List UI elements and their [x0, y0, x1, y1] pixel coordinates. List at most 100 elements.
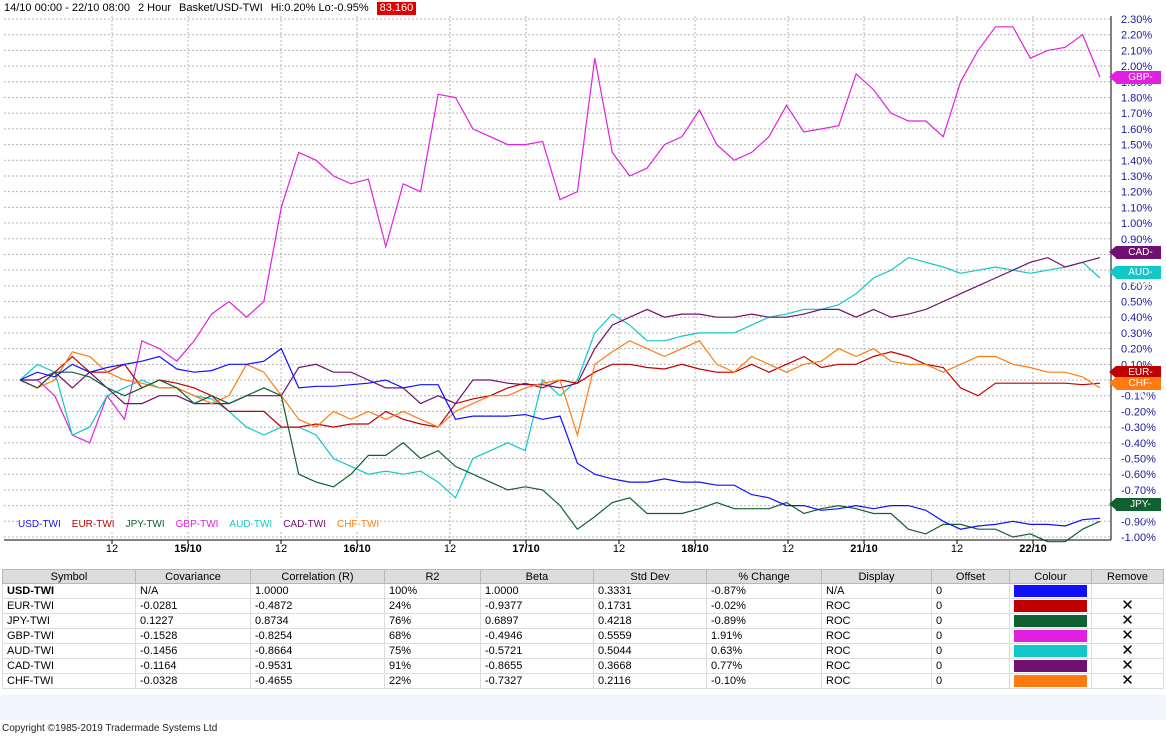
- cell-display[interactable]: ROC: [821, 613, 932, 629]
- col-std-dev[interactable]: Std Dev: [593, 569, 707, 584]
- chart-grid: [4, 16, 1111, 540]
- colour-swatch[interactable]: [1014, 630, 1087, 642]
- col-remove[interactable]: Remove: [1091, 569, 1164, 584]
- col-offset[interactable]: Offset: [931, 569, 1010, 584]
- correlation-table: Symbol Covariance Correlation (R) R2 Bet…: [2, 569, 1164, 689]
- y-tick-label: 1.20%: [1121, 187, 1152, 199]
- cell-cov: -0.0328: [135, 673, 251, 689]
- cell-beta: 1.0000: [480, 583, 594, 599]
- cell-std: 0.3668: [593, 658, 707, 674]
- cell-display[interactable]: ROC: [821, 643, 932, 659]
- chart-area[interactable]: -1.00%-0.90%-0.80%-0.70%-0.60%-0.50%-0.4…: [0, 0, 1166, 568]
- table-row[interactable]: JPY-TWI 0.1227 0.8734 76% 0.6897 0.4218 -0.89%…: [2, 613, 1164, 629]
- colour-swatch[interactable]: [1014, 660, 1087, 672]
- y-axis: -1.00%-0.90%-0.80%-0.70%-0.60%-0.50%-0.4…: [1121, 14, 1156, 544]
- cell-display[interactable]: ROC: [821, 628, 932, 644]
- y-tick-label: 2.30%: [1121, 14, 1152, 26]
- cell-offset[interactable]: 0: [931, 658, 1010, 674]
- table-row[interactable]: CAD-TWI -0.1164 -0.9531 91% -0.8655 0.3668 0.7…: [2, 658, 1164, 674]
- y-tick-label: 0.20%: [1121, 344, 1152, 356]
- col-beta[interactable]: Beta: [480, 569, 594, 584]
- x-tick-label: 16/10: [343, 543, 371, 555]
- table-row[interactable]: EUR-TWI -0.0281 -0.4872 24% -0.9377 0.1731 -0.…: [2, 598, 1164, 614]
- colour-swatch[interactable]: [1014, 675, 1087, 687]
- colour-swatch[interactable]: [1014, 645, 1087, 657]
- cell-colour[interactable]: [1009, 643, 1092, 659]
- table-row[interactable]: USD-TWI N/A 1.0000 100% 1.0000 0.3331 -0.87% N/…: [2, 583, 1164, 599]
- cell-offset[interactable]: 0: [931, 673, 1010, 689]
- cell-offset[interactable]: 0: [931, 643, 1010, 659]
- cell-chg: -0.89%: [706, 613, 822, 629]
- col-correlation[interactable]: Correlation (R): [250, 569, 385, 584]
- cell-symbol: CHF-TWI: [2, 673, 136, 689]
- cell-beta: -0.4946: [480, 628, 594, 644]
- cell-corr: -0.4872: [250, 598, 385, 614]
- cell-corr: 1.0000: [250, 583, 385, 599]
- cell-corr: -0.8664: [250, 643, 385, 659]
- cell-r2: 100%: [384, 583, 481, 599]
- y-tick-label: 1.60%: [1121, 124, 1152, 136]
- table-row[interactable]: AUD-TWI -0.1456 -0.8664 75% -0.5721 0.5044 0.6…: [2, 643, 1164, 659]
- colour-swatch[interactable]: [1014, 585, 1087, 597]
- y-tick-label: 2.20%: [1121, 30, 1152, 42]
- y-tick-label: 1.30%: [1121, 171, 1152, 183]
- chart-legend: USD-TWI EUR-TWI JPY-TWI GBP-TWI AUD-TWI …: [18, 519, 380, 530]
- legend-usd: USD-TWI: [18, 519, 61, 530]
- colour-swatch[interactable]: [1014, 615, 1087, 627]
- y-tick-label: -0.40%: [1121, 438, 1156, 450]
- cell-r2: 76%: [384, 613, 481, 629]
- x-axis: 12 15/10 12 16/10 12 17/10 12 18/10 12 21/10 12 22/…: [106, 540, 1047, 555]
- cell-symbol: USD-TWI: [2, 583, 136, 599]
- cell-chg: 0.77%: [706, 658, 822, 674]
- cell-colour[interactable]: [1009, 583, 1092, 599]
- x-tick-label: 22/10: [1019, 543, 1047, 555]
- cell-corr: -0.4655: [250, 673, 385, 689]
- tag-cad: CAD-TWI: [1109, 246, 1161, 271]
- cell-offset[interactable]: 0: [931, 583, 1010, 599]
- colour-swatch[interactable]: [1014, 600, 1087, 612]
- y-tick-label: -0.20%: [1121, 406, 1156, 418]
- col-change[interactable]: % Change: [706, 569, 822, 584]
- x-tick-label: 12: [613, 543, 625, 555]
- cell-offset[interactable]: 0: [931, 628, 1010, 644]
- cell-display[interactable]: ROC: [821, 658, 932, 674]
- copyright-text: Copyright ©1985-2019 Tradermade Systems …: [2, 723, 218, 734]
- x-tick-label: 21/10: [850, 543, 878, 555]
- y-tick-label: 0.60%: [1121, 281, 1152, 293]
- col-r2[interactable]: R2: [384, 569, 481, 584]
- table-row[interactable]: CHF-TWI -0.0328 -0.4655 22% -0.7327 0.2116 -0.…: [2, 673, 1164, 689]
- cell-r2: 24%: [384, 598, 481, 614]
- footer-strip: [0, 695, 1166, 720]
- tag-chf: CHF-TWI: [1109, 377, 1161, 402]
- cell-std: 0.4218: [593, 613, 707, 629]
- cell-chg: 0.63%: [706, 643, 822, 659]
- cell-colour[interactable]: [1009, 673, 1092, 689]
- cell-display[interactable]: ROC: [821, 673, 932, 689]
- y-tick-label: -0.60%: [1121, 469, 1156, 481]
- y-tick-label: -0.90%: [1121, 516, 1156, 528]
- cell-display[interactable]: N/A: [821, 583, 932, 599]
- cell-symbol: CAD-TWI: [2, 658, 136, 674]
- table-row[interactable]: GBP-TWI -0.1528 -0.8254 68% -0.4946 0.5559 1.9…: [2, 628, 1164, 644]
- cell-offset[interactable]: 0: [931, 598, 1010, 614]
- col-covariance[interactable]: Covariance: [135, 569, 251, 584]
- x-tick-label: 12: [782, 543, 794, 555]
- remove-icon[interactable]: ✕: [1091, 628, 1164, 644]
- y-tick-label: -0.10%: [1121, 391, 1156, 403]
- col-symbol[interactable]: Symbol: [2, 569, 136, 584]
- cell-cov: -0.1528: [135, 628, 251, 644]
- col-colour[interactable]: Colour: [1009, 569, 1092, 584]
- col-display[interactable]: Display: [821, 569, 932, 584]
- cell-display[interactable]: ROC: [821, 598, 932, 614]
- remove-icon[interactable]: ✕: [1091, 613, 1164, 629]
- cell-beta: -0.9377: [480, 598, 594, 614]
- cell-symbol: EUR-TWI: [2, 598, 136, 614]
- remove-icon[interactable]: ✕: [1091, 673, 1164, 689]
- cell-offset[interactable]: 0: [931, 613, 1010, 629]
- y-tick-label: -0.70%: [1121, 485, 1156, 497]
- cell-colour[interactable]: [1009, 628, 1092, 644]
- cell-colour[interactable]: [1009, 658, 1092, 674]
- y-tick-label: 1.80%: [1121, 92, 1152, 104]
- cell-colour[interactable]: [1009, 613, 1092, 629]
- cell-colour[interactable]: [1009, 598, 1092, 614]
